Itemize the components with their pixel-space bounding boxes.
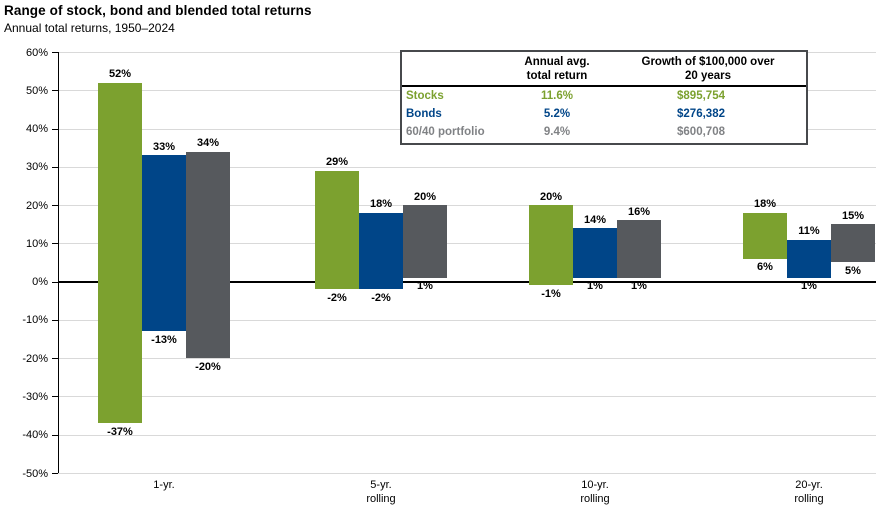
y-axis-tick bbox=[52, 319, 58, 321]
y-axis-tick bbox=[52, 358, 58, 360]
bar-min-label: -37% bbox=[107, 425, 133, 438]
summary-table: Annual avg. total return Growth of $100,0… bbox=[400, 50, 808, 145]
y-axis-tick bbox=[52, 473, 58, 474]
table-row-label: 60/40 portfolio bbox=[406, 126, 485, 138]
bar-max-label: 20% bbox=[413, 190, 437, 203]
y-axis-tick bbox=[52, 396, 58, 398]
bar-max-label: 18% bbox=[369, 198, 393, 211]
y-axis-tick bbox=[52, 90, 58, 92]
table-cell-annual-avg: 9.4% bbox=[543, 126, 571, 138]
category-label: 5-yr. rolling bbox=[366, 479, 396, 505]
range-bar-60-40-portfolio bbox=[403, 205, 447, 278]
bar-min-label: 6% bbox=[757, 261, 773, 274]
gridline bbox=[58, 434, 876, 436]
table-corner-cell bbox=[402, 52, 504, 87]
page-title: Range of stock, bond and blended total r… bbox=[4, 3, 312, 18]
page-subtitle: Annual total returns, 1950–2024 bbox=[4, 21, 175, 35]
y-axis-label: 0% bbox=[32, 276, 48, 289]
y-axis-tick bbox=[52, 205, 58, 207]
range-bar-bonds bbox=[142, 155, 186, 332]
y-axis-tick bbox=[52, 166, 58, 168]
bar-min-label: 5% bbox=[845, 265, 861, 277]
range-bar-stocks bbox=[98, 82, 142, 424]
gridline bbox=[58, 396, 876, 398]
bar-max-label: 33% bbox=[152, 140, 176, 153]
table-cell-growth: $895,754 bbox=[677, 90, 725, 102]
range-bar-bonds bbox=[359, 212, 403, 290]
y-axis-label: -10% bbox=[22, 314, 48, 327]
bar-max-label: 15% bbox=[841, 209, 865, 222]
gridline bbox=[58, 166, 876, 168]
y-axis-label: 10% bbox=[25, 237, 48, 250]
bar-max-label: 34% bbox=[196, 137, 220, 149]
gridline bbox=[58, 319, 876, 321]
y-axis-label: -40% bbox=[22, 429, 48, 442]
y-axis-tick bbox=[52, 52, 58, 53]
y-axis-label: 30% bbox=[25, 161, 48, 174]
bar-min-label: 1% bbox=[587, 280, 603, 293]
range-bar-stocks bbox=[743, 212, 787, 259]
range-bar-60-40-portfolio bbox=[186, 151, 230, 359]
y-axis-tick bbox=[52, 281, 58, 283]
gridline bbox=[58, 473, 876, 474]
table-header-annual-avg: Annual avg. total return bbox=[504, 52, 610, 87]
y-axis-label: 50% bbox=[25, 84, 48, 97]
gridline bbox=[58, 205, 876, 207]
bar-min-label: 1% bbox=[417, 280, 433, 293]
range-bar-stocks bbox=[315, 170, 359, 290]
gridline bbox=[58, 358, 876, 360]
bar-max-label: 29% bbox=[325, 156, 349, 169]
gridline bbox=[58, 243, 876, 245]
range-bar-bonds bbox=[573, 228, 617, 278]
zero-line bbox=[58, 281, 876, 283]
y-axis-label: -30% bbox=[22, 390, 48, 403]
table-cell-annual-avg: 5.2% bbox=[543, 108, 571, 120]
table-row-label: Stocks bbox=[406, 90, 444, 102]
table-cell-annual-avg: 11.6% bbox=[541, 90, 573, 102]
table-cell-growth: $276,382 bbox=[677, 108, 725, 120]
table-row-label: Bonds bbox=[406, 108, 442, 120]
category-label: 20-yr. rolling bbox=[794, 479, 824, 505]
y-axis-tick bbox=[52, 434, 58, 436]
range-bar-60-40-portfolio bbox=[831, 224, 875, 263]
bar-max-label: 52% bbox=[108, 68, 132, 81]
category-label: 10-yr. rolling bbox=[580, 479, 610, 505]
range-bar-60-40-portfolio bbox=[617, 220, 661, 278]
table-cell-growth: $600,708 bbox=[677, 126, 725, 138]
y-axis-label: -20% bbox=[22, 352, 48, 365]
bar-min-label: 1% bbox=[801, 280, 817, 293]
range-bar-bonds bbox=[787, 239, 831, 278]
bar-min-label: -2% bbox=[371, 291, 391, 304]
bar-max-label: 20% bbox=[539, 190, 563, 203]
bar-min-label: -13% bbox=[151, 333, 177, 346]
bar-min-label: -2% bbox=[327, 291, 347, 304]
y-axis-tick bbox=[52, 128, 58, 130]
bar-max-label: 16% bbox=[627, 205, 651, 218]
table-header-growth: Growth of $100,000 over 20 years bbox=[610, 52, 806, 87]
range-bar-stocks bbox=[529, 205, 573, 286]
y-axis-label: 60% bbox=[25, 46, 48, 59]
bar-max-label: 11% bbox=[798, 225, 820, 238]
bar-max-label: 14% bbox=[583, 213, 607, 226]
category-label: 1-yr. bbox=[153, 479, 175, 491]
bar-min-label: -20% bbox=[195, 360, 221, 373]
bar-max-label: 18% bbox=[753, 198, 777, 211]
y-axis-label: 20% bbox=[25, 199, 48, 212]
y-axis-tick bbox=[52, 243, 58, 245]
y-axis-label: 40% bbox=[25, 123, 48, 136]
y-axis-line bbox=[58, 52, 60, 473]
bar-min-label: -1% bbox=[541, 287, 561, 300]
y-axis-label: -50% bbox=[22, 467, 48, 480]
bar-min-label: 1% bbox=[631, 280, 647, 293]
